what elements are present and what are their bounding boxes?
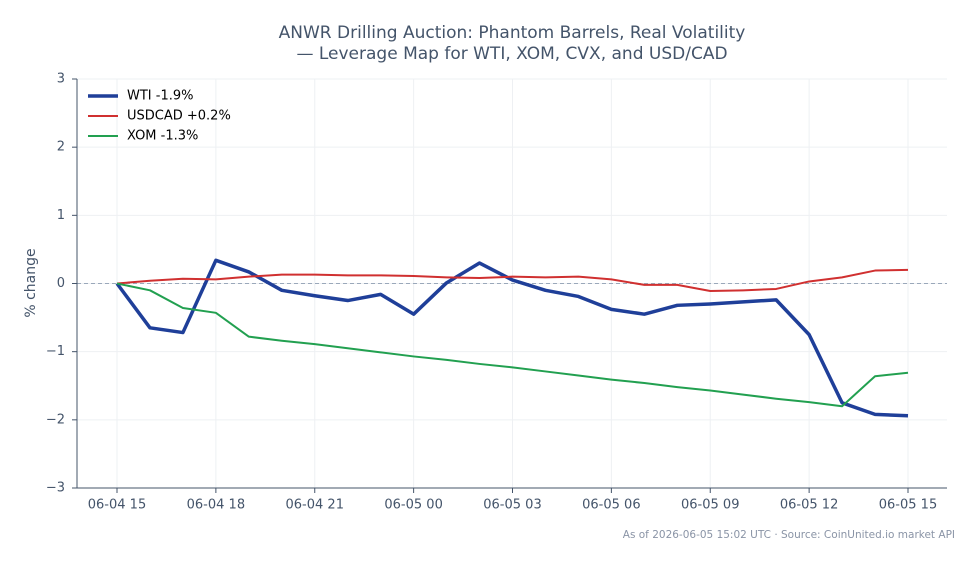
- x-tick-label: 06-05 00: [384, 498, 442, 513]
- y-tick-label: −1: [46, 344, 65, 359]
- y-tick-label: −3: [46, 481, 65, 496]
- series-line: [116, 282, 909, 408]
- y-tick-label: 3: [57, 72, 65, 87]
- x-tick-label: 06-04 21: [286, 498, 344, 513]
- x-tick-label: 06-04 18: [187, 498, 245, 513]
- y-tick-label: 2: [57, 140, 65, 155]
- legend-label: USDCAD +0.2%: [127, 109, 231, 124]
- x-tick-label: 06-05 12: [780, 498, 838, 513]
- chart-title: ANWR Drilling Auction: Phantom Barrels, …: [279, 23, 746, 43]
- x-tick-label: 06-05 03: [483, 498, 541, 513]
- series-line: [115, 258, 909, 418]
- legend-label: WTI -1.9%: [127, 89, 193, 104]
- y-tick-label: −2: [46, 412, 65, 427]
- chart-subtitle: — Leverage Map for WTI, XOM, CVX, and US…: [296, 44, 727, 64]
- y-tick-label: 1: [57, 208, 65, 223]
- legend-label: XOM -1.3%: [127, 129, 198, 144]
- x-tick-label: 06-05 15: [879, 498, 937, 513]
- x-tick-label: 06-05 06: [582, 498, 640, 513]
- x-tick-label: 06-05 09: [681, 498, 739, 513]
- x-tick-label: 06-04 15: [88, 498, 146, 513]
- y-axis-label: % change: [23, 248, 39, 317]
- series-line: [116, 268, 909, 292]
- footnote: As of 2026-06-05 15:02 UTC · Source: Coi…: [623, 529, 955, 541]
- y-tick-label: 0: [57, 276, 65, 291]
